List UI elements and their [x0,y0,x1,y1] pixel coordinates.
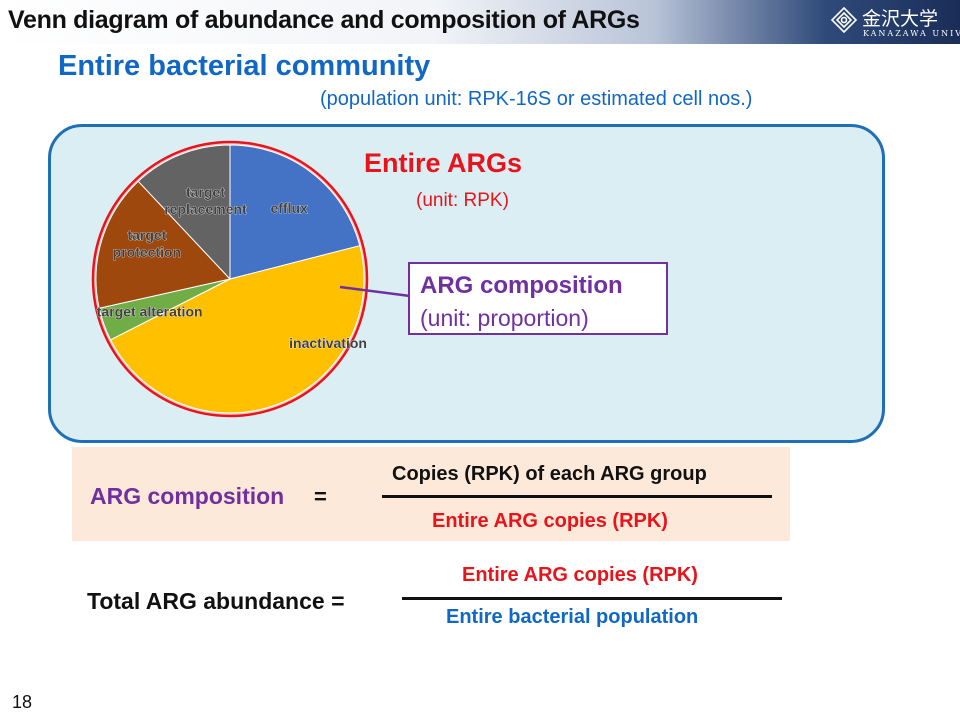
pie-label-inactivation: inactivation [289,335,367,351]
composition-fraction-bar [382,495,772,498]
pie-label-target-replacement: target replacement [164,184,247,217]
abundance-formula-numerator: Entire ARG copies (RPK) [462,564,698,586]
composition-formula-numerator: Copies (RPK) of each ARG group [392,463,707,485]
population-unit-note: (population unit: RPK-16S or estimated c… [320,88,753,110]
slide-title: Venn diagram of abundance and compositio… [8,6,640,34]
abundance-formula-denominator: Entire bacterial population [446,606,699,628]
arg-composition-pie: efflux inactivation target alteration targe… [91,140,369,418]
arg-composition-unit: (unit: proportion) [420,305,589,331]
composition-connector-line [339,285,411,298]
composition-formula-box: ARG composition = Copies (RPK) of each A… [72,447,790,541]
composition-formula-lhs: ARG composition [90,483,285,509]
entire-args-label: Entire ARGs [364,148,523,178]
university-logo: 金沢大学 KANAZAWA UNIVERSITY [830,3,960,43]
logo-text-japanese: 金沢大学 [862,8,939,30]
page-number: 18 [12,692,33,712]
subtitle: Entire bacterial community [58,50,431,82]
abundance-fraction-bar [402,597,782,600]
pie-label-target-alteration: target alteration [97,303,203,319]
entire-args-unit: (unit: RPK) [416,190,509,211]
composition-formula-equals: = [314,484,327,509]
composition-formula-denominator: Entire ARG copies (RPK) [432,510,668,532]
pie-slice-inactivation [109,245,365,414]
header-bar [0,0,960,44]
university-emblem-icon [830,6,858,34]
pie-slice-target-protection [95,180,231,309]
pie-slice-target-replacement [137,144,231,281]
abundance-formula-lhs: Total ARG abundance = [87,588,345,614]
logo-text-english: KANAZAWA UNIVERSITY [863,29,960,38]
arg-composition-label: ARG composition [420,272,623,299]
arg-composition-box: ARG composition (unit: proportion) [408,262,668,335]
pie-label-efflux: efflux [270,200,308,216]
pie-slice-efflux [229,144,361,280]
pie-label-target-protection: target protection [113,227,181,260]
